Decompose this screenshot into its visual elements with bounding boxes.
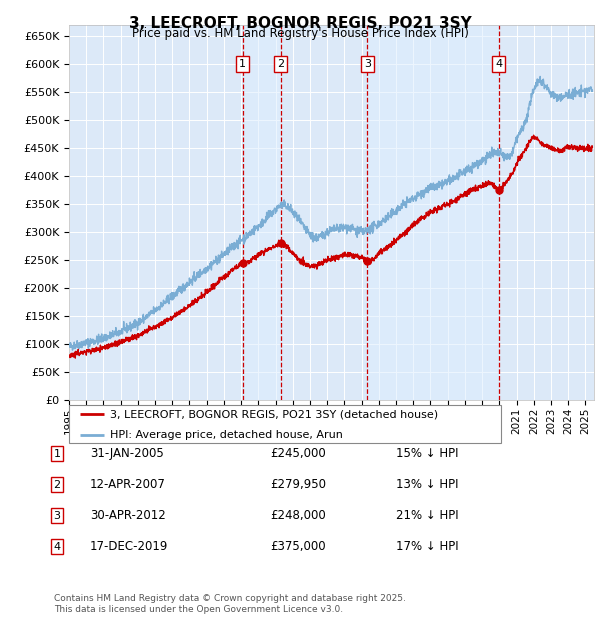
Text: 2: 2 [53,480,61,490]
Text: 17-DEC-2019: 17-DEC-2019 [90,541,169,553]
Text: 3, LEECROFT, BOGNOR REGIS, PO21 3SY: 3, LEECROFT, BOGNOR REGIS, PO21 3SY [128,16,472,30]
Text: 17% ↓ HPI: 17% ↓ HPI [396,541,458,553]
Text: 15% ↓ HPI: 15% ↓ HPI [396,448,458,460]
Bar [367,25,499,400]
Text: 3, LEECROFT, BOGNOR REGIS, PO21 3SY (detached house): 3, LEECROFT, BOGNOR REGIS, PO21 3SY (det… [110,409,438,420]
Text: 12-APR-2007: 12-APR-2007 [90,479,166,491]
Bar [242,25,281,400]
Text: 4: 4 [495,59,502,69]
Text: Contains HM Land Registry data © Crown copyright and database right 2025.
This d: Contains HM Land Registry data © Crown c… [54,595,406,614]
Text: 31-JAN-2005: 31-JAN-2005 [90,448,164,460]
Text: Price paid vs. HM Land Registry's House Price Index (HPI): Price paid vs. HM Land Registry's House … [131,27,469,40]
Text: £245,000: £245,000 [270,448,326,460]
Text: 2: 2 [277,59,284,69]
Text: 1: 1 [53,449,61,459]
Text: 1: 1 [239,59,246,69]
Text: HPI: Average price, detached house, Arun: HPI: Average price, detached house, Arun [110,430,343,440]
FancyBboxPatch shape [69,405,501,443]
Text: 21% ↓ HPI: 21% ↓ HPI [396,510,458,522]
Text: 3: 3 [53,511,61,521]
Text: 30-APR-2012: 30-APR-2012 [90,510,166,522]
Text: £279,950: £279,950 [270,479,326,491]
Text: £248,000: £248,000 [270,510,326,522]
Text: £375,000: £375,000 [270,541,326,553]
Text: 3: 3 [364,59,371,69]
Text: 13% ↓ HPI: 13% ↓ HPI [396,479,458,491]
Text: 4: 4 [53,542,61,552]
